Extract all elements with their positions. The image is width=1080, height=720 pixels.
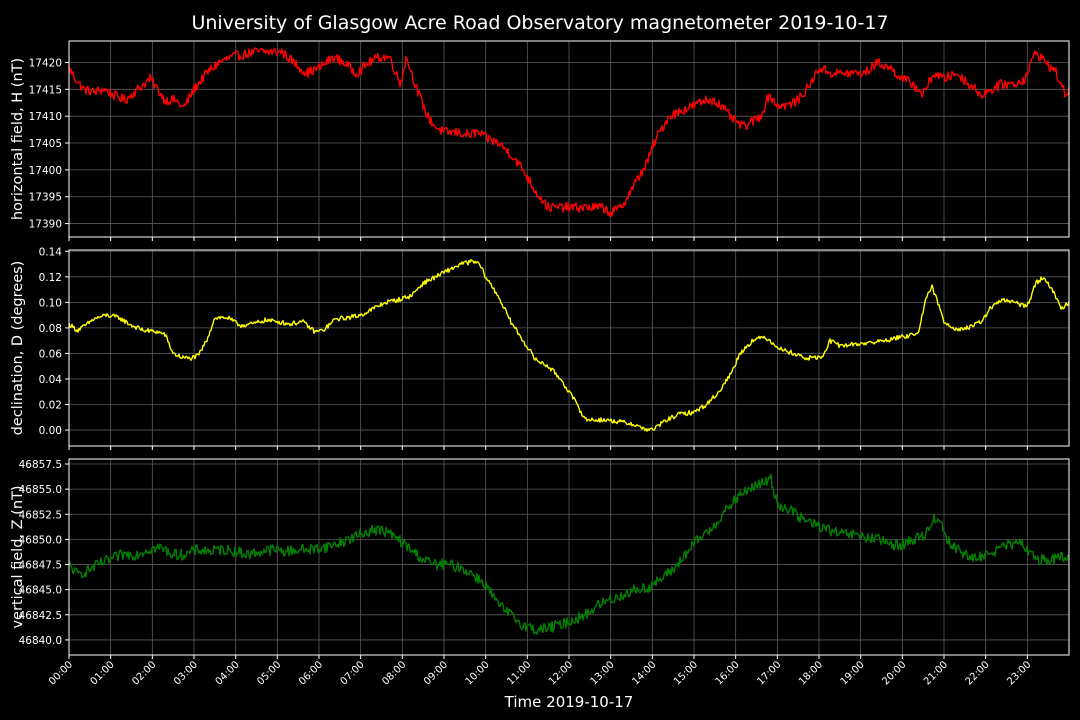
y-tick-label: 0.12 <box>39 272 62 284</box>
panel-2: 0.00 0.02 0.04 0.06 0.08 0.10 0.12 0.14 declinat… <box>10 246 1070 450</box>
y-tick-label: 17390 <box>29 219 62 231</box>
y-tick-label: 46842.5 <box>19 610 62 622</box>
y-tick-label: 46855.0 <box>19 484 62 496</box>
y-tick-label: 0.00 <box>39 425 62 437</box>
y-axis-label: declination, D (degrees) <box>10 261 26 436</box>
y-tick-label: 46840.0 <box>19 635 62 647</box>
y-tick-label: 46852.5 <box>19 509 62 521</box>
y-tick-label: 46847.5 <box>19 560 62 572</box>
y-tick-label: 46857.5 <box>19 459 62 471</box>
y-tick-label: 0.02 <box>39 400 62 412</box>
panels-group: 17390 17395 17400 17405 17410 17415 17420horiz… <box>10 40 1070 659</box>
y-tick-label: 0.08 <box>39 323 62 335</box>
data-line-series-1 <box>68 47 1070 217</box>
y-tick-label: 17400 <box>29 165 62 177</box>
y-tick-label: 17405 <box>29 138 62 150</box>
chart-title: University of Glasgow Acre Road Observat… <box>191 12 888 34</box>
panel-1: 17390 17395 17400 17405 17410 17415 17420horiz… <box>10 40 1070 241</box>
x-axis-label: Time 2019-10-17 <box>504 693 634 711</box>
data-line-series-3 <box>68 473 1070 635</box>
y-tick-label: 17415 <box>29 84 62 96</box>
y-tick-label: 0.10 <box>39 297 62 309</box>
y-tick-label: 0.04 <box>39 374 63 386</box>
y-tick-label: 17395 <box>29 192 62 204</box>
y-tick-label: 46845.0 <box>19 585 62 597</box>
y-axis-label: horizontal field, H (nT) <box>10 58 26 220</box>
y-tick-label: 0.06 <box>39 348 63 360</box>
y-tick-label: 17410 <box>29 111 62 123</box>
y-tick-label: 17420 <box>29 57 62 69</box>
y-axis-label: vertical field, Z (nT) <box>10 485 26 628</box>
y-tick-label: 0.14 <box>39 246 63 258</box>
y-tick-label: 46850.0 <box>19 534 62 546</box>
panel-3: 46840.0 46842.5 46845.0 46847.5 46850.0 46852… <box>10 458 1070 659</box>
data-line-series-2 <box>68 259 1070 432</box>
